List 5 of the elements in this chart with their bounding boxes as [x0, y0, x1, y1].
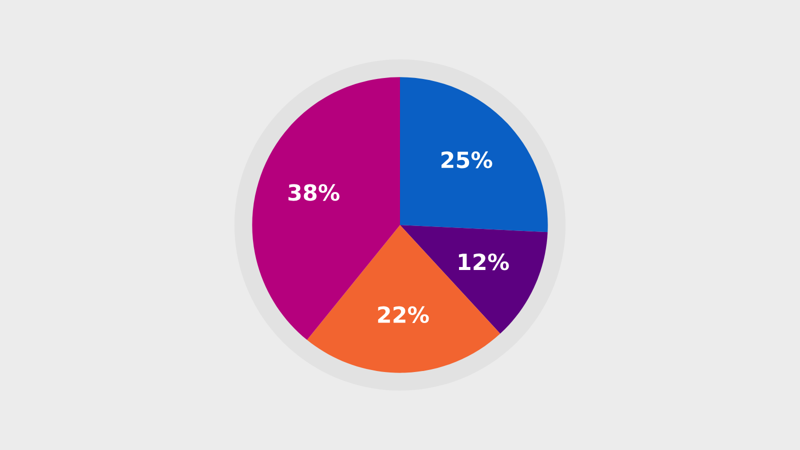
- data-label: 25%: [442, 151, 492, 168]
- pie-slice: [400, 77, 548, 232]
- data-label: 12%: [458, 253, 509, 270]
- data-label: 22%: [378, 306, 429, 324]
- data-label: 38%: [288, 184, 340, 201]
